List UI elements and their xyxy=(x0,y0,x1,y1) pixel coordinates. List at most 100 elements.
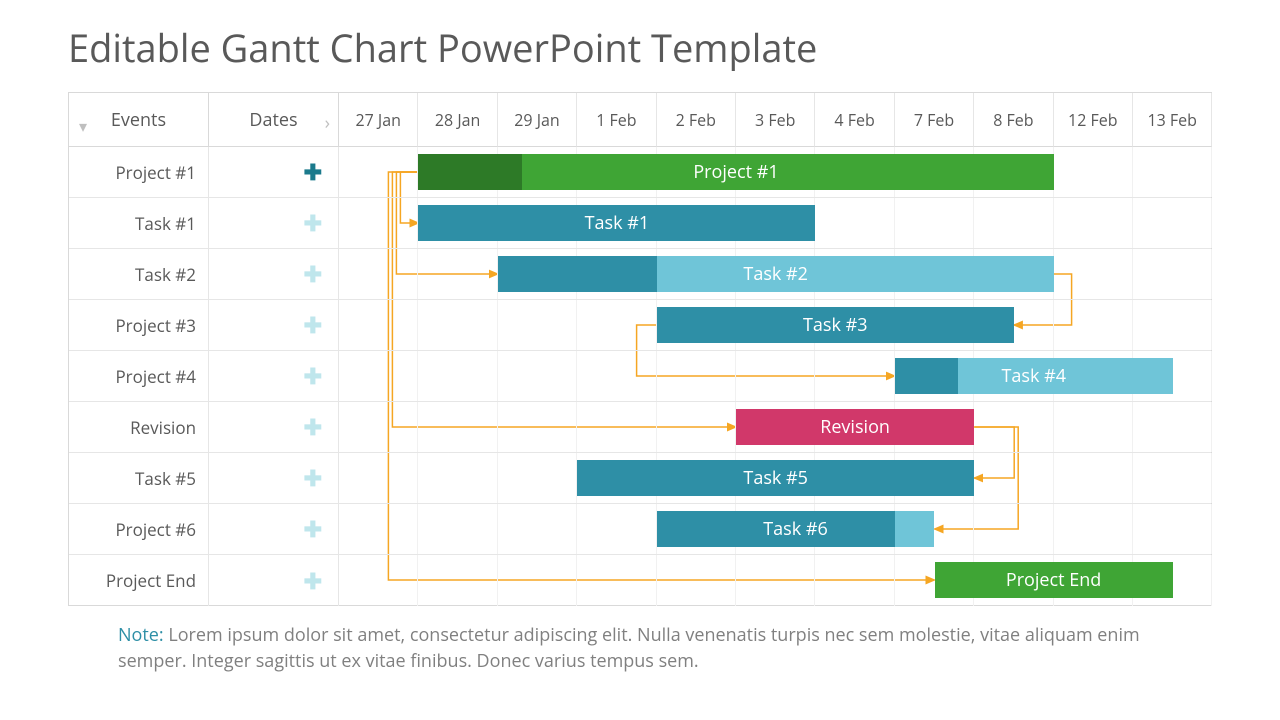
chevron-right-icon[interactable]: › xyxy=(325,111,330,135)
grid-cell xyxy=(815,198,894,248)
plus-icon[interactable]: ✚ xyxy=(304,365,322,387)
grid-cell xyxy=(736,351,815,401)
gantt-bar-label: Task #1 xyxy=(585,211,650,235)
gantt-bar-tail xyxy=(895,511,935,547)
grid-cell xyxy=(1054,198,1133,248)
gantt-row: Revision ✚ Revision xyxy=(69,402,1211,453)
gantt-bar-label: Task #6 xyxy=(763,517,828,541)
gantt-row: Project #6 ✚ Task #6 xyxy=(69,504,1211,555)
grid-cell xyxy=(1054,147,1133,197)
row-expand-cell: ✚ xyxy=(209,147,339,197)
grid-cell xyxy=(418,504,497,554)
row-label: Project End xyxy=(69,555,209,606)
grid-cell xyxy=(974,198,1053,248)
grid-cell xyxy=(339,555,418,606)
grid-cell xyxy=(1054,504,1133,554)
grid-cell xyxy=(657,402,736,452)
grid-cell xyxy=(339,147,418,197)
plus-icon[interactable]: ✚ xyxy=(304,467,322,489)
gantt-bar[interactable]: Project End xyxy=(935,562,1173,598)
grid-cell xyxy=(339,453,418,503)
gantt-row: Project End ✚ Project End xyxy=(69,555,1211,606)
plus-icon[interactable]: ✚ xyxy=(304,212,322,234)
grid-cell xyxy=(418,300,497,350)
date-header-cell: 3 Feb xyxy=(736,93,815,147)
grid-cell xyxy=(1133,198,1212,248)
row-label: Project #6 xyxy=(69,504,209,554)
gantt-bar[interactable]: Project #1 xyxy=(418,154,1053,190)
gantt-bar-progress xyxy=(498,256,657,292)
grid-cell xyxy=(577,351,656,401)
gantt-bar-label: Project End xyxy=(1006,568,1101,592)
grid-cell xyxy=(657,351,736,401)
gantt-row: Task #5✚Task #5 xyxy=(69,453,1211,504)
gantt-header: ▾ Events Dates › 27 Jan28 Jan29 Jan1 Feb… xyxy=(69,93,1211,147)
grid-cell xyxy=(339,402,418,452)
gantt-bar-progress xyxy=(418,154,521,190)
grid-cell xyxy=(577,555,656,606)
gantt-bar[interactable]: Task #5 xyxy=(577,460,974,496)
footer-note: Note: Lorem ipsum dolor sit amet, consec… xyxy=(118,622,1168,674)
gantt-bar[interactable]: Task #4 xyxy=(895,358,1173,394)
date-header-cell: 13 Feb xyxy=(1133,93,1212,147)
grid-cell xyxy=(339,249,418,299)
grid-cell xyxy=(339,351,418,401)
gantt-chart: ▾ Events Dates › 27 Jan28 Jan29 Jan1 Feb… xyxy=(68,92,1212,606)
grid-cell xyxy=(1054,249,1133,299)
gantt-row: Task #1 ✚ Task #1 xyxy=(69,198,1211,249)
grid-cell xyxy=(1054,453,1133,503)
grid-cell xyxy=(339,198,418,248)
row-label: Task #1 xyxy=(69,198,209,248)
plus-icon[interactable]: ✚ xyxy=(304,570,322,592)
plus-icon[interactable]: ✚ xyxy=(304,161,322,183)
grid-cell xyxy=(418,453,497,503)
gantt-row: Project #4✚Task #4 xyxy=(69,351,1211,402)
gantt-bar[interactable]: Task #3 xyxy=(657,307,1014,343)
row-expand-cell: ✚ xyxy=(209,504,339,554)
plus-icon[interactable]: ✚ xyxy=(304,314,322,336)
grid-cell xyxy=(1133,300,1212,350)
date-header-cell: 8 Feb xyxy=(974,93,1053,147)
gantt-bar-label: Task #2 xyxy=(743,262,808,286)
gantt-bar-label: Task #4 xyxy=(1001,364,1066,388)
grid-cell xyxy=(339,504,418,554)
plus-icon[interactable]: ✚ xyxy=(304,263,322,285)
gantt-bar[interactable]: Task #2 xyxy=(498,256,1054,292)
row-label: Revision xyxy=(69,402,209,452)
chevron-down-icon[interactable]: ▾ xyxy=(79,115,87,137)
gantt-bar-label: Task #3 xyxy=(803,313,868,337)
grid-cell xyxy=(498,453,577,503)
gantt-row: Project #1✚Project #1 xyxy=(69,147,1211,198)
grid-cell xyxy=(1054,300,1133,350)
note-label: Note: xyxy=(118,623,164,647)
gantt-bar-progress xyxy=(895,358,959,394)
row-expand-cell: ✚ xyxy=(209,555,339,606)
grid-cell xyxy=(498,351,577,401)
row-expand-cell: ✚ xyxy=(209,300,339,350)
gantt-row: Task #2✚Task #2 xyxy=(69,249,1211,300)
gantt-bar[interactable]: Task #6 xyxy=(657,511,935,547)
date-header-cell: 7 Feb xyxy=(895,93,974,147)
row-expand-cell: ✚ xyxy=(209,351,339,401)
header-events-label: Events xyxy=(111,108,166,132)
row-expand-cell: ✚ xyxy=(209,453,339,503)
page-title: Editable Gantt Chart PowerPoint Template xyxy=(68,22,817,74)
grid-cell xyxy=(895,198,974,248)
grid-cell xyxy=(1054,402,1133,452)
slide: Editable Gantt Chart PowerPoint Template… xyxy=(0,0,1280,720)
grid-cell xyxy=(1133,147,1212,197)
gantt-bar-label: Task #5 xyxy=(743,466,808,490)
grid-cell xyxy=(339,300,418,350)
date-header-cell: 29 Jan xyxy=(498,93,577,147)
date-header-cell: 28 Jan xyxy=(418,93,497,147)
gantt-bar[interactable]: Task #1 xyxy=(418,205,815,241)
row-expand-cell: ✚ xyxy=(209,402,339,452)
row-expand-cell: ✚ xyxy=(209,198,339,248)
grid-cell xyxy=(1133,504,1212,554)
plus-icon[interactable]: ✚ xyxy=(304,416,322,438)
grid-cell xyxy=(1133,249,1212,299)
gantt-bar[interactable]: Revision xyxy=(736,409,974,445)
plus-icon[interactable]: ✚ xyxy=(304,518,322,540)
grid-cell xyxy=(974,504,1053,554)
date-header-cell: 27 Jan xyxy=(339,93,418,147)
